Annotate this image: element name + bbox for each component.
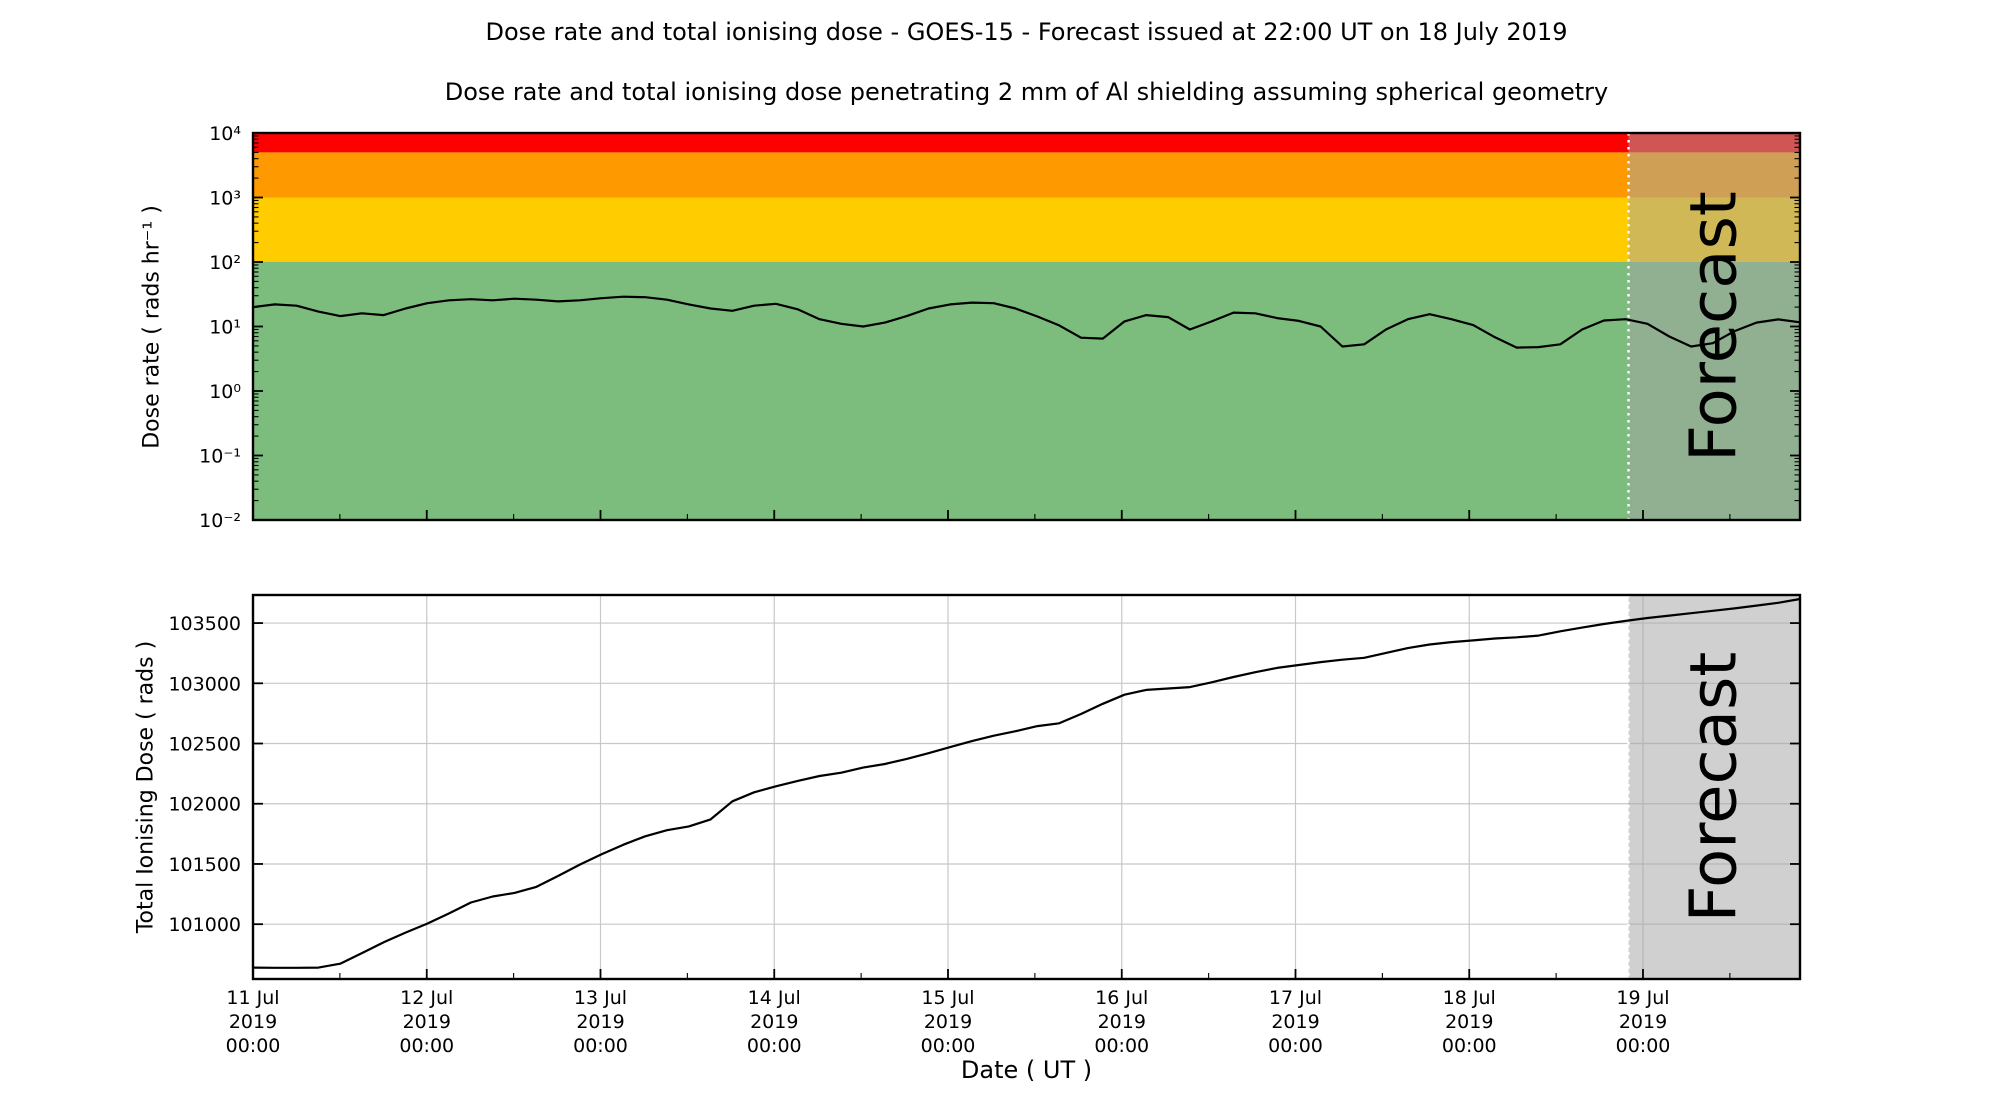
total-dose-y-tick-label: 101500: [168, 854, 241, 876]
dose-rate-axis-label: Dose rate ( rads hr⁻¹ ): [139, 205, 165, 449]
forecast-watermark: Forecast: [1677, 652, 1751, 923]
x-tick-label: 17 Jul 2019 00:00: [1268, 987, 1323, 1057]
x-tick-label: 12 Jul 2019 00:00: [399, 987, 454, 1057]
x-tick-label: 14 Jul 2019 00:00: [747, 987, 802, 1057]
x-tick-label: 16 Jul 2019 00:00: [1094, 987, 1149, 1057]
x-tick-label: 15 Jul 2019 00:00: [921, 987, 976, 1057]
dose-rate-y-tick-label: 10²: [209, 252, 241, 274]
x-tick-label: 11 Jul 2019 00:00: [226, 987, 281, 1057]
band-red-alert: [253, 133, 1800, 153]
total-dose-y-tick-label: 102500: [168, 734, 241, 756]
dose-rate-line: [251, 295, 1802, 349]
chart-subtitle: Dose rate and total ionising dose penetr…: [444, 78, 1609, 106]
total-dose-axis-label: Total Ionising Dose ( rads ): [133, 640, 159, 934]
band-green-nominal: [253, 262, 1800, 520]
dose-rate-y-tick-label: 10⁴: [209, 123, 241, 145]
total-dose-y-tick-label: 101000: [168, 914, 241, 936]
total-dose-y-tick-label: 103500: [168, 613, 241, 635]
panel-border: [251, 593, 1802, 981]
total-dose-line: [251, 597, 1802, 969]
forecast-watermark: Forecast: [1677, 191, 1751, 462]
chart-title: Dose rate and total ionising dose - GOES…: [485, 18, 1568, 46]
dose-rate-y-tick-label: 10⁻²: [199, 510, 241, 532]
band-yellow-caution: [253, 197, 1800, 262]
x-tick-label: 13 Jul 2019 00:00: [573, 987, 628, 1057]
x-tick-label: 19 Jul 2019 00:00: [1616, 987, 1671, 1057]
dose-rate-y-tick-label: 10¹: [209, 317, 241, 339]
dose-rate-y-tick-label: 10⁻¹: [199, 446, 241, 468]
date-axis-label: Date ( UT ): [960, 1056, 1093, 1084]
forecast-region-overlay: [1628, 133, 1800, 520]
band-orange-warning: [253, 152, 1800, 198]
dose-rate-y-tick-label: 10⁰: [209, 381, 241, 403]
total-dose-y-tick-label: 103000: [168, 673, 241, 695]
x-tick-label: 18 Jul 2019 00:00: [1442, 987, 1497, 1057]
forecast-region-overlay: [1628, 595, 1800, 979]
dose-rate-y-tick-label: 10³: [209, 188, 241, 210]
total-dose-y-tick-label: 102000: [168, 794, 241, 816]
